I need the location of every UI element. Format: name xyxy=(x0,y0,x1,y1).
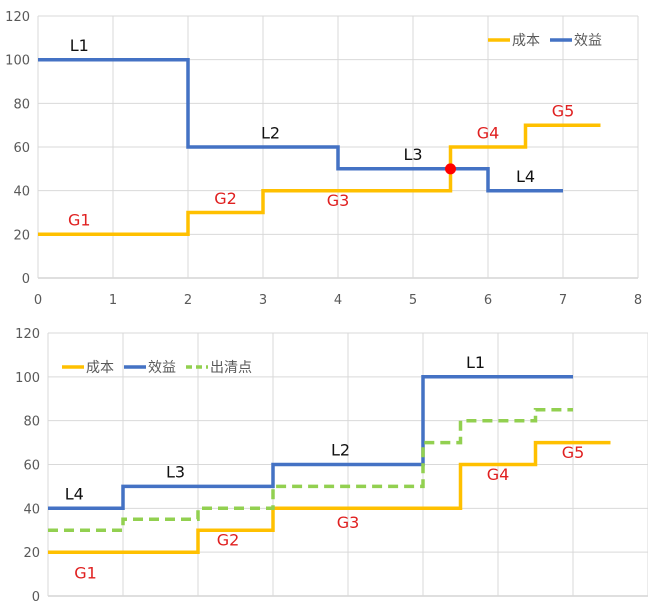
y-tick-label: 80 xyxy=(23,415,40,430)
y-tick-label: 0 xyxy=(22,272,30,287)
step-label-g2: G2 xyxy=(217,531,240,550)
y-tick-label: 40 xyxy=(13,185,30,200)
step-label-g3: G3 xyxy=(337,513,360,532)
legend-label: 出清点 xyxy=(210,360,252,376)
x-tick-label: 5 xyxy=(409,293,417,308)
x-tick-label: 3 xyxy=(259,293,267,308)
step-label-l3: L3 xyxy=(403,145,422,164)
x-tick-label: 0 xyxy=(34,293,42,308)
legend-label: 效益 xyxy=(148,360,176,376)
series-line-0 xyxy=(48,440,611,554)
y-tick-label: 60 xyxy=(23,459,40,474)
series-line-0 xyxy=(38,123,601,237)
step-label-l1: L1 xyxy=(466,353,485,372)
x-tick-label: 2 xyxy=(184,293,192,308)
step-label-l3: L3 xyxy=(166,463,185,482)
step-label-g5: G5 xyxy=(552,101,575,120)
series-line-1 xyxy=(38,57,563,193)
x-tick-label: 8 xyxy=(634,293,642,308)
y-tick-label: 120 xyxy=(5,10,30,25)
step-label-l1: L1 xyxy=(70,36,89,55)
step-label-l4: L4 xyxy=(65,485,84,504)
y-tick-label: 60 xyxy=(13,141,30,156)
step-label-g4: G4 xyxy=(477,123,500,142)
top-step-chart: 0 20 40 60 80 100 120 0 1 2 3 4 5 6 7 8 L1 L2 L3 L4 G1 G2 G3 G4… xyxy=(5,10,642,308)
x-tick-label: 7 xyxy=(559,293,567,308)
step-label-g3: G3 xyxy=(327,191,350,210)
step-label-l2: L2 xyxy=(331,441,350,460)
y-tick-label: 40 xyxy=(23,502,40,517)
x-tick-label: 6 xyxy=(484,293,492,308)
y-tick-label: 100 xyxy=(15,371,40,386)
bottom-step-chart: 0 20 40 60 80 100 120 L1 L2 L3 L4 G1 G2 G3 G4 G5 成本 效益 出清点 xyxy=(15,327,648,604)
step-label-g5: G5 xyxy=(562,443,585,462)
step-label-g2: G2 xyxy=(214,189,237,208)
y-tick-label: 0 xyxy=(32,590,40,604)
y-tick-label: 80 xyxy=(13,97,30,112)
y-tick-label: 20 xyxy=(13,228,30,243)
legend-label: 成本 xyxy=(86,360,114,376)
y-tick-label: 100 xyxy=(5,54,30,69)
series-line-2 xyxy=(48,407,573,533)
y-tick-label: 20 xyxy=(23,546,40,561)
step-label-g1: G1 xyxy=(74,563,97,582)
series-line-1 xyxy=(48,375,573,511)
x-tick-label: 1 xyxy=(109,293,117,308)
step-label-l4: L4 xyxy=(516,167,535,186)
step-label-g4: G4 xyxy=(487,465,510,484)
legend-label: 效益 xyxy=(574,33,602,49)
x-tick-label: 4 xyxy=(334,293,342,308)
step-label-g1: G1 xyxy=(68,211,91,230)
y-tick-label: 120 xyxy=(15,327,40,342)
legend-label: 成本 xyxy=(512,33,540,49)
intersection-point xyxy=(445,163,456,175)
step-label-l2: L2 xyxy=(261,123,280,142)
